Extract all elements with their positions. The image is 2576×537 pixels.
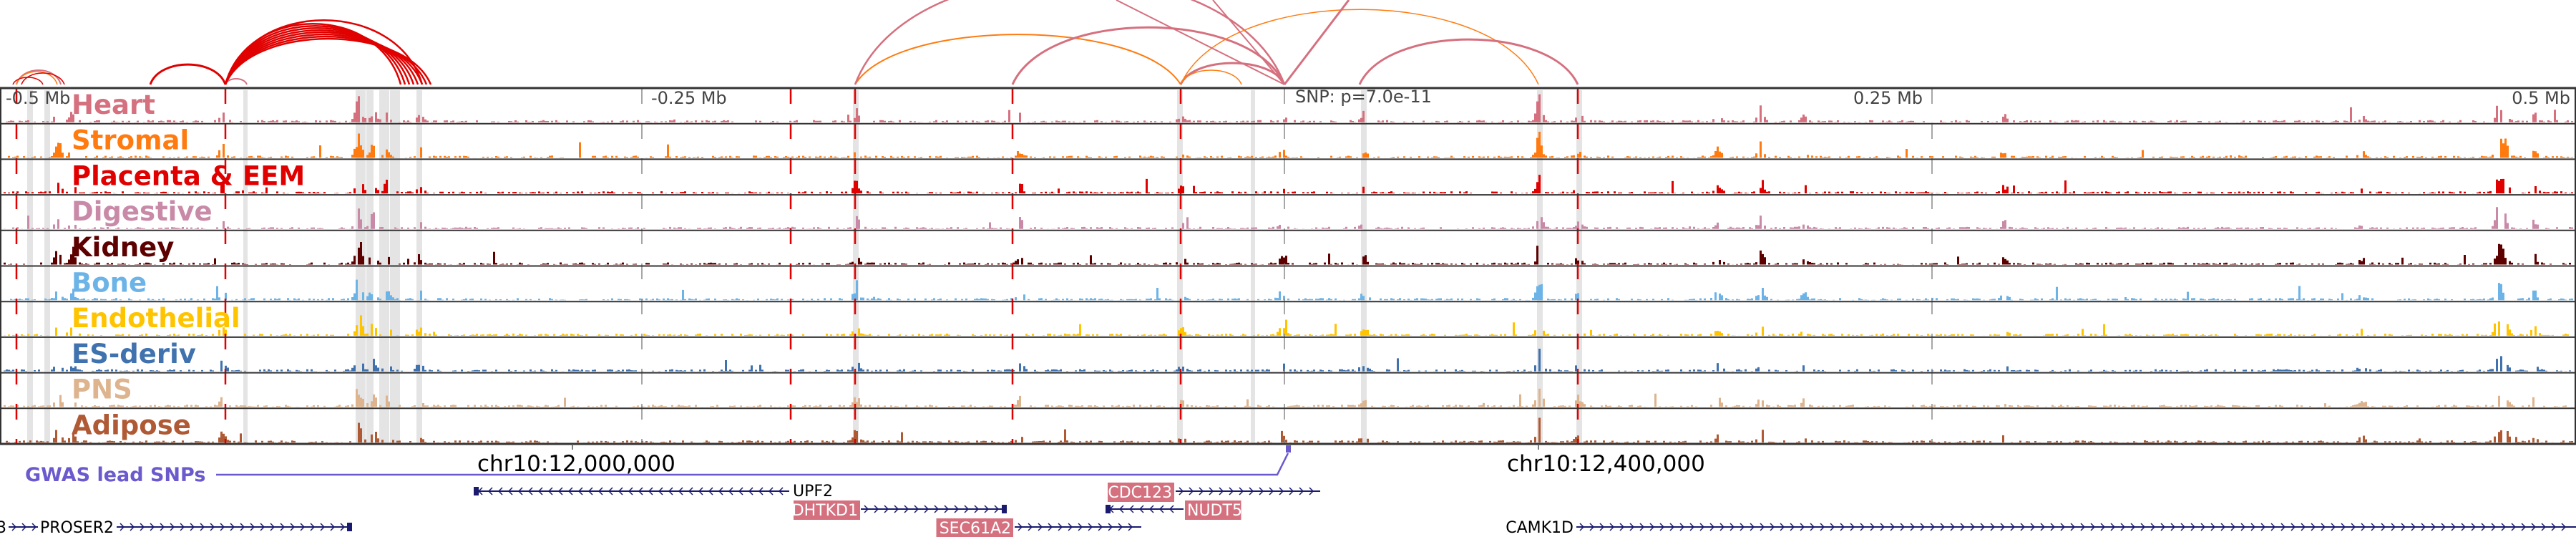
coordinate-label-12400000: chr10:12,400,000 bbox=[1507, 451, 1705, 477]
track-label: Kidney bbox=[72, 232, 174, 263]
track-label: Adipose bbox=[72, 410, 191, 440]
gene-c3[interactable]: C3 bbox=[0, 519, 38, 537]
track-label: Placenta & EEM bbox=[72, 160, 305, 191]
gene-label-sec61a2[interactable]: SEC61A2 bbox=[940, 520, 1011, 537]
loop-arc bbox=[16, 71, 58, 85]
highlight-column bbox=[1537, 90, 1543, 444]
gene-label-nudt5[interactable]: NUDT5 bbox=[1187, 502, 1242, 520]
signal-track-endothelial bbox=[4, 315, 2569, 336]
gene-label-camk1d[interactable]: CAMK1D bbox=[1506, 519, 1574, 537]
gwas-track: GWAS lead SNPs bbox=[25, 445, 1291, 486]
loop-arc bbox=[1358, 38, 1579, 85]
loop-arc bbox=[1180, 9, 1539, 85]
gene-upf2[interactable]: UPF2 bbox=[474, 483, 833, 500]
loop-arc bbox=[21, 72, 65, 85]
highlight-column bbox=[1361, 90, 1367, 444]
axis-label-mid-left: -0.25 Mb bbox=[651, 88, 727, 108]
track-label: Digestive bbox=[72, 196, 213, 227]
gwas-snp-marker[interactable] bbox=[1286, 445, 1291, 453]
axis-label-left: -0.5 Mb bbox=[6, 88, 70, 108]
gene-label-upf2[interactable]: UPF2 bbox=[793, 483, 833, 500]
gene-camk1d[interactable]: CAMK1D bbox=[1506, 519, 2576, 537]
gene-cdc123[interactable]: CDC123 bbox=[1108, 483, 1320, 502]
gwas-track-label: GWAS lead SNPs bbox=[25, 464, 205, 486]
coordinate-label-12000000: chr10:12,000,000 bbox=[477, 451, 675, 477]
axis-label-right: 0.5 Mb bbox=[2512, 88, 2570, 108]
track-label: Endothelial bbox=[72, 303, 240, 334]
gene-sec61a2[interactable]: SEC61A2 bbox=[936, 518, 1142, 537]
gene-label-dhtkd1[interactable]: DHTKD1 bbox=[792, 502, 858, 520]
gene-dhtkd1[interactable]: DHTKD1 bbox=[792, 500, 1007, 520]
gene-label-proser2[interactable]: PROSER2 bbox=[40, 519, 114, 537]
highlight-column bbox=[44, 90, 50, 444]
loop-arc bbox=[224, 37, 432, 85]
highlight-column bbox=[356, 90, 366, 444]
highlight-columns bbox=[27, 90, 1582, 444]
loop-arc bbox=[224, 19, 424, 85]
track-label: Bone bbox=[72, 268, 147, 299]
track-label: Stromal bbox=[72, 125, 189, 156]
loop-arc bbox=[1180, 69, 1242, 85]
highlight-column bbox=[366, 90, 374, 444]
loop-arc bbox=[12, 77, 44, 85]
highlight-column bbox=[243, 90, 248, 444]
gene-label-c3[interactable]: C3 bbox=[0, 519, 6, 537]
highlight-column bbox=[379, 90, 389, 444]
signal-tracks bbox=[4, 94, 2573, 442]
highlight-column bbox=[27, 90, 33, 444]
signal-track-kidney bbox=[4, 242, 2571, 265]
loop-arc bbox=[854, 0, 1286, 85]
highlight-column bbox=[416, 90, 422, 444]
chromatin-loop-arcs bbox=[12, 0, 1579, 85]
highlight-column bbox=[1251, 90, 1255, 444]
track-label: PNS bbox=[72, 374, 132, 405]
highlight-column bbox=[390, 90, 400, 444]
gene-proser2[interactable]: PROSER2 bbox=[40, 519, 352, 537]
track-label: Heart bbox=[72, 90, 155, 120]
gene-annotation-track: UPF2 DHTKD1 SEC61A2 CDC123 NUDT5 C3 PROSER2 CAM… bbox=[0, 483, 2576, 537]
highlight-column bbox=[1576, 90, 1582, 444]
track-borders bbox=[0, 87, 2576, 445]
snp-pvalue-label: SNP: p=7.0e-11 bbox=[1295, 87, 1432, 107]
loop-arc bbox=[149, 63, 227, 85]
gene-label-cdc123[interactable]: CDC123 bbox=[1108, 484, 1172, 502]
loop-arc bbox=[854, 34, 1181, 85]
track-label: ES-deriv bbox=[72, 339, 196, 369]
axis-label-mid-right: 0.25 Mb bbox=[1853, 88, 1923, 108]
gene-nudt5[interactable]: NUDT5 bbox=[1106, 500, 1242, 520]
